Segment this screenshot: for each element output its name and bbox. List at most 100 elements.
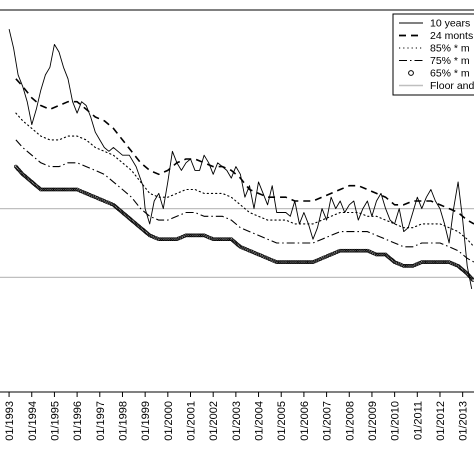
series-circle-point [73, 187, 78, 192]
series-circle-point [62, 187, 67, 192]
series-circle-point [312, 259, 317, 264]
series-circle-point [340, 248, 344, 253]
series-circle-point [372, 251, 377, 256]
series-circle-point [249, 249, 254, 254]
x-tick-label: 01/2008 [344, 401, 356, 441]
legend-label: 65% * m [430, 68, 470, 80]
series-circle-point [169, 237, 174, 242]
series-circle-point [64, 187, 69, 192]
series-circle-point [343, 248, 348, 253]
series-line-solid [8, 28, 473, 289]
series-circle-point [361, 248, 366, 253]
x-tick-label: 01/2010 [390, 401, 402, 441]
series-circle-point [86, 192, 90, 196]
series-circle-point [51, 187, 56, 192]
series-circle-point [430, 260, 435, 264]
series-circle-point [258, 253, 263, 258]
series-circle-point [410, 264, 415, 268]
series-circle-point [53, 187, 58, 192]
series-circle-point [48, 187, 52, 192]
series-circle-point [247, 248, 252, 253]
series-circle-point [392, 260, 397, 264]
series-circle-point [46, 187, 50, 192]
series-circle-point [66, 187, 70, 192]
series-circle-point [263, 255, 268, 260]
series-circle-point [425, 260, 430, 264]
series-circle-point [271, 258, 275, 263]
legend-label: 24 monts [430, 30, 473, 42]
series-circle-point [363, 248, 368, 253]
legend-box [392, 13, 474, 96]
series-circle-point [202, 233, 206, 238]
series-circle-point [191, 233, 196, 238]
series-circle-point [80, 189, 85, 194]
series-circle-point [280, 260, 284, 264]
series-circle-point [216, 237, 221, 242]
series-circle-point [196, 233, 201, 238]
series-circle-point [347, 248, 352, 253]
series-circle-point [294, 260, 299, 264]
series-circle-point [432, 260, 437, 264]
series-circle-point [58, 187, 63, 192]
series-circle-point [352, 248, 357, 253]
series-circle-point [369, 250, 373, 255]
series-circle-point [218, 237, 223, 242]
x-tick-label: 01/1997 [95, 401, 107, 441]
series-circle-point [405, 264, 410, 268]
series-circle-point [325, 254, 330, 258]
x-tick-label: 01/1993 [4, 401, 16, 441]
series-circle-point [276, 260, 281, 264]
series-circle-point [91, 194, 96, 199]
series-circle-point [156, 237, 161, 242]
series-layer [8, 28, 474, 289]
series-circle-point [329, 252, 333, 257]
x-tick-label: 01/1998 [118, 401, 130, 441]
series-circle-point [381, 252, 386, 257]
series-circle-point [44, 187, 49, 192]
series-circle-point [289, 260, 294, 264]
series-circle-point [68, 187, 72, 192]
series-circle-point [207, 235, 212, 240]
series-circle-point [370, 251, 375, 255]
series-circle-point [365, 248, 370, 253]
series-circle-point [189, 233, 194, 238]
series-circle-point [307, 260, 312, 264]
series-circle-point [429, 260, 433, 264]
series-circle-point [267, 257, 272, 261]
series-circle-point [193, 233, 197, 238]
series-circle-point [291, 260, 295, 264]
series-circle-point [303, 260, 308, 264]
series-circle-point [187, 233, 192, 238]
series-circle-point [305, 260, 310, 264]
series-circle-point [220, 237, 225, 242]
series-circle-point [378, 252, 382, 257]
series-circle-point [55, 187, 60, 192]
series-circle-point [38, 187, 43, 192]
series-circle-point [296, 260, 301, 264]
series-circle-point [449, 261, 453, 265]
series-circle-point [356, 248, 361, 253]
series-circle-point [401, 264, 406, 268]
series-circle-point [439, 260, 444, 264]
series-circles [14, 164, 474, 282]
series-circle-point [204, 234, 208, 238]
series-circle-point [358, 248, 362, 253]
series-circle-point [254, 251, 259, 256]
series-circle-point [332, 251, 337, 255]
x-tick-label: 01/2001 [186, 401, 198, 441]
series-circle-point [106, 200, 110, 205]
series-line-dashdot [15, 139, 474, 263]
series-circle-point [158, 237, 163, 242]
series-line-dotted [15, 112, 474, 248]
x-tick-label: 01/1999 [140, 401, 152, 441]
series-circle-point [309, 260, 314, 264]
series-circle-point [400, 263, 404, 268]
series-circle-point [454, 263, 459, 268]
series-circle-point [155, 236, 159, 241]
series-circle-point [240, 245, 245, 250]
series-circle-point [434, 260, 439, 264]
series-circle-point [427, 260, 431, 264]
series-circle-point [84, 191, 89, 196]
x-tick-label: 01/2004 [254, 401, 266, 441]
series-circle-point [100, 198, 105, 203]
